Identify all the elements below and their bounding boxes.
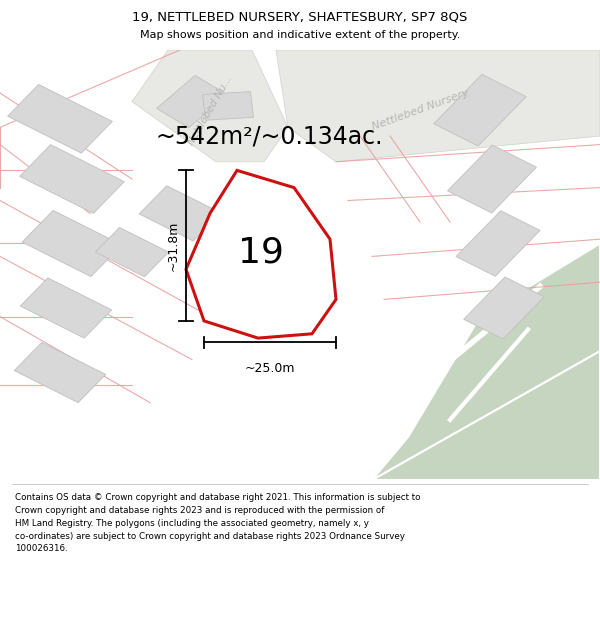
Polygon shape: [464, 277, 544, 339]
Polygon shape: [456, 211, 540, 276]
Polygon shape: [186, 171, 336, 338]
Polygon shape: [372, 244, 600, 480]
Text: 19: 19: [238, 235, 284, 269]
Polygon shape: [246, 222, 312, 261]
Text: ~542m²/~0.134ac.: ~542m²/~0.134ac.: [156, 124, 383, 148]
Polygon shape: [139, 186, 221, 241]
Polygon shape: [14, 342, 106, 402]
Text: 19, NETTLEBED NURSERY, SHAFTESBURY, SP7 8QS: 19, NETTLEBED NURSERY, SHAFTESBURY, SP7 …: [133, 10, 467, 23]
Text: ~25.0m: ~25.0m: [245, 362, 295, 375]
Text: Contains OS data © Crown copyright and database right 2021. This information is : Contains OS data © Crown copyright and d…: [15, 493, 421, 554]
Polygon shape: [132, 50, 288, 162]
Polygon shape: [448, 145, 536, 213]
Polygon shape: [372, 351, 600, 480]
Polygon shape: [276, 50, 600, 162]
Text: Nettlebed Nursery: Nettlebed Nursery: [370, 88, 470, 132]
Polygon shape: [20, 144, 124, 213]
Polygon shape: [157, 76, 227, 128]
Polygon shape: [203, 91, 253, 120]
Text: Nettlebed Nu...: Nettlebed Nu...: [186, 74, 234, 147]
Polygon shape: [95, 228, 169, 277]
Polygon shape: [434, 74, 526, 146]
Text: ~31.8m: ~31.8m: [166, 221, 179, 271]
Polygon shape: [22, 211, 122, 277]
Polygon shape: [20, 278, 112, 338]
Polygon shape: [8, 84, 112, 153]
Text: Map shows position and indicative extent of the property.: Map shows position and indicative extent…: [140, 30, 460, 40]
